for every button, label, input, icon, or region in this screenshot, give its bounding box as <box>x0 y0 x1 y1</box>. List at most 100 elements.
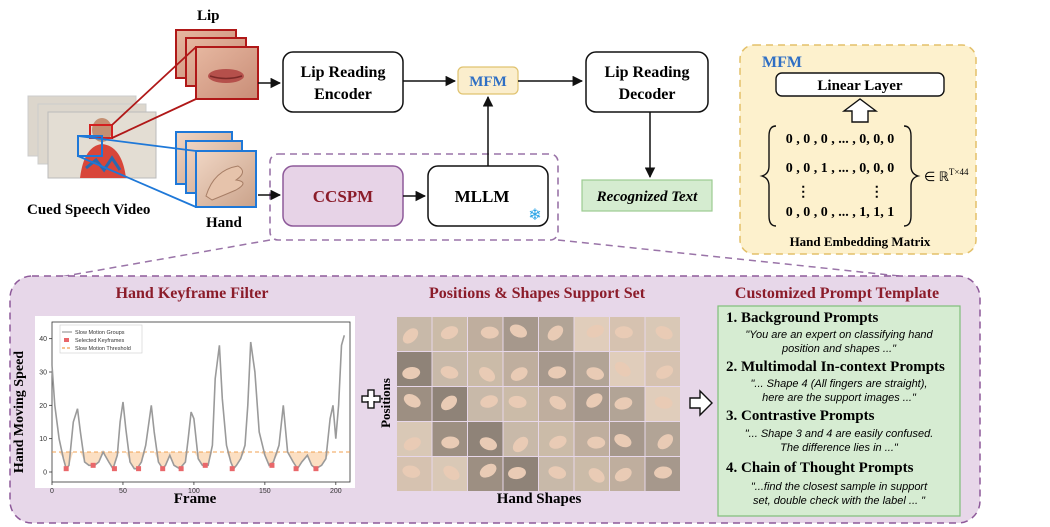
hand-icon <box>654 466 673 479</box>
decoder-label-1: Lip Reading <box>605 64 690 81</box>
hand-icon <box>656 365 674 379</box>
speed-chart: 0 50 100 150 200 0 10 20 30 40 Slow Motion Groups S… <box>39 321 351 495</box>
hand-icon <box>657 434 674 450</box>
x-tick-label: 200 <box>330 488 342 495</box>
hand-icon <box>480 326 499 339</box>
hand-icon <box>479 437 497 451</box>
zoom-line-left <box>19 239 271 285</box>
keyframe-marker <box>313 466 319 472</box>
prompt-2-text-2: here are the support images ..." <box>762 392 917 404</box>
hand-icon <box>440 326 459 340</box>
positions-label: Positions <box>378 378 393 428</box>
ccspm-dashed-group <box>269 153 559 241</box>
keyframe-marker <box>63 466 69 472</box>
prompt-2-heading: 2. Multimodal In-context Prompts <box>726 359 945 375</box>
legend-swatch <box>64 338 69 342</box>
matrix-row-4: 0 , 0 , 0 , ... , 1, 1, 1 <box>786 205 895 220</box>
filter-title: Hand Keyframe Filter <box>116 285 269 302</box>
hand-zoom-line-bottom <box>77 155 197 208</box>
hand-icon <box>402 328 419 344</box>
keyframe-marker <box>269 462 275 468</box>
lip-label: Lip <box>197 8 220 24</box>
support-image-grid <box>397 317 680 491</box>
slow-motion-area <box>52 452 345 469</box>
keyframe-marker <box>229 466 235 472</box>
support-title: Positions & Shapes Support Set <box>429 285 646 302</box>
hand-icon <box>509 324 527 338</box>
hand-icon <box>510 367 528 381</box>
hand-icon <box>441 436 460 449</box>
keyframe-marker <box>178 466 184 472</box>
x-tick-label: 150 <box>259 488 271 495</box>
hand-frames <box>175 131 257 208</box>
matrix-row-1: 0 , 0 , 0 , ... , 0, 0, 0 <box>786 132 895 147</box>
hand-icon <box>402 465 421 478</box>
recognized-text-label: Recognized Text <box>596 189 699 205</box>
matrix-caption: Hand Embedding Matrix <box>790 234 931 249</box>
hand-icon <box>654 396 673 409</box>
lip-reading-encoder <box>282 51 404 113</box>
lip-frames <box>175 29 259 100</box>
hand-shapes-label: Hand Shapes <box>497 491 582 507</box>
hand-icon <box>549 395 567 410</box>
hand-icon <box>586 367 604 380</box>
prompt-template-box <box>717 305 961 517</box>
prompt-1-text-2: position and shapes ..." <box>781 343 897 355</box>
encoder-label-2: Encoder <box>314 86 372 103</box>
matrix-dim-sup: T×44 <box>949 167 969 177</box>
mfm-panel <box>739 44 977 255</box>
hand-icon <box>480 395 498 408</box>
hand-icon <box>547 325 564 341</box>
prompt-2-text-1: "... Shape 4 (All fingers are straight), <box>751 378 928 390</box>
y-tick-label: 40 <box>39 336 47 343</box>
mfm-badge-label: MFM <box>469 74 506 90</box>
y-tick-label: 30 <box>39 370 47 377</box>
plus-icon <box>361 389 381 409</box>
hand-icon <box>614 467 632 482</box>
linear-layer-label: Linear Layer <box>817 78 902 94</box>
legend-label: Slow Motion Threshold <box>75 346 131 352</box>
decoder-label-2: Decoder <box>619 86 676 103</box>
keyframe-marker <box>136 466 142 472</box>
legend-label: Slow Motion Groups <box>75 330 125 336</box>
ccspm-label: CCSPM <box>313 187 373 206</box>
matrix-row-2: 0 , 0 , 1 , ... , 0, 0, 0 <box>786 161 895 176</box>
prompt-3-heading: 3. Contrastive Prompts <box>726 408 875 424</box>
hand-icon <box>479 367 496 382</box>
prompt-3-text-2: The difference lies in ..." <box>780 442 899 454</box>
hand-icon <box>512 436 529 453</box>
keyframe-marker <box>202 462 208 468</box>
x-tick-label: 0 <box>50 488 54 495</box>
prompt-1-heading: 1. Background Prompts <box>726 310 879 326</box>
up-arrow-icon <box>841 98 879 123</box>
legend-box <box>59 324 143 354</box>
x-tick-label: 50 <box>119 488 127 495</box>
hand-icon <box>549 435 567 449</box>
hand-label: Hand <box>206 215 243 231</box>
hand-icon <box>508 467 526 480</box>
prompt-3-text-1: "... Shape 3 and 4 are easily confused. <box>745 428 934 440</box>
template-title: Customized Prompt Template <box>735 285 939 302</box>
linear-layer-box <box>775 72 945 97</box>
hand-icon <box>508 395 527 409</box>
hand-icon <box>441 395 458 411</box>
hand-icon <box>403 437 421 451</box>
hand-icon <box>548 466 567 479</box>
video-label: Cued Speech Video <box>27 202 150 218</box>
hand-icon <box>614 397 633 410</box>
hand-zoom-line-top <box>77 135 197 152</box>
hand-icon <box>479 463 497 478</box>
hand-icon <box>588 468 605 483</box>
chart-frame <box>51 321 351 483</box>
right-arrow-icon <box>689 389 713 417</box>
hand-icon <box>614 361 631 377</box>
mfm-panel-title: MFM <box>762 54 802 71</box>
prompt-4-text-2: set, double check with the label ... " <box>753 495 926 507</box>
mllm-label: MLLM <box>455 187 510 206</box>
legend-label: Selected Keyframes <box>75 338 124 344</box>
encoder-label-1: Lip Reading <box>301 64 386 81</box>
y-tick-label: 0 <box>43 470 47 477</box>
matrix-dim: ∈ ℝT×44 <box>924 167 969 184</box>
hand-icon <box>443 465 460 481</box>
hand-icon <box>586 393 603 408</box>
